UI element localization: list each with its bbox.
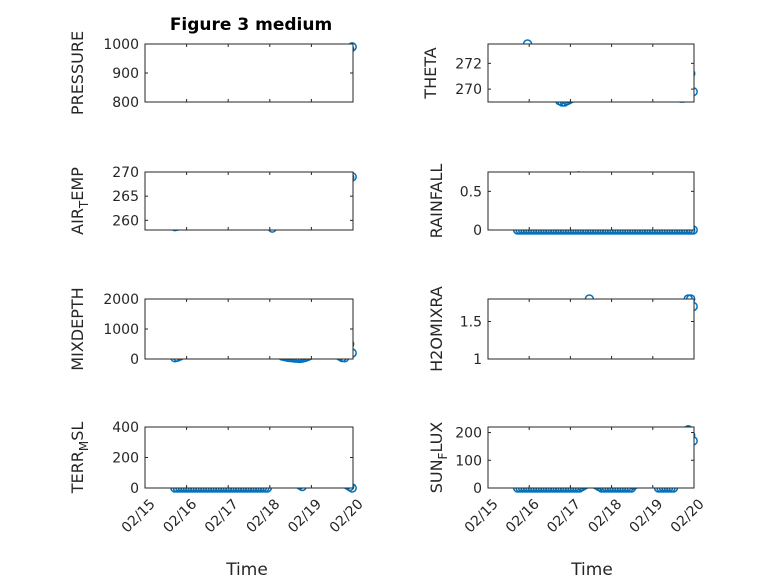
x-axis-label: Time (570, 560, 613, 580)
axes-box (487, 426, 695, 489)
y-tick-label: 1.5 (460, 315, 482, 331)
y-axis-label: SUNFLUX (427, 422, 450, 494)
axes-rainfall: 0 0.5 RAINFALL (427, 164, 698, 239)
y-tick-label: 400 (112, 420, 139, 436)
y-axis-label: PRESSURE (68, 31, 87, 115)
axes-box (144, 171, 354, 231)
y-axis-label: THETA (421, 47, 440, 99)
axes-h2omixra: 1 1.5 H2OMIXRA (427, 286, 698, 372)
y-axis-label: RAINFALL (427, 164, 446, 239)
axes-air-temp: 260 265 270 AIRTEMP (68, 165, 357, 235)
figure-title: Figure 3 medium (170, 15, 332, 35)
axes-mixdepth: 0 1000 2000 MIXDEPTH (68, 287, 357, 371)
y-tick-label: 1000 (103, 37, 139, 53)
y-tick-label: 2000 (103, 292, 139, 308)
y-tick-label: 270 (112, 165, 139, 181)
y-axis-label: AIRTEMP (68, 167, 91, 235)
y-tick-label: 265 (112, 189, 139, 205)
axes-box (144, 43, 354, 103)
y-tick-label: 0 (130, 481, 139, 497)
y-tick-label: 1000 (103, 322, 139, 338)
y-tick-label: 800 (112, 95, 139, 111)
x-axis-label: Time (225, 560, 268, 580)
y-tick-label: 200 (112, 451, 139, 467)
axes-box (487, 298, 695, 360)
y-tick-label: 0 (130, 352, 139, 368)
y-tick-label: 272 (455, 56, 482, 72)
y-axis-label: H2OMIXRA (427, 286, 446, 372)
y-tick-label: 260 (112, 213, 139, 229)
y-tick-label: 0.5 (460, 184, 482, 200)
y-tick-label: 270 (455, 82, 482, 98)
y-axis-label: TERRMSL (68, 422, 91, 495)
axes-theta: 270 272 THETA (421, 39, 698, 107)
y-tick-label: 0 (473, 223, 482, 239)
y-tick-label: 1 (473, 352, 482, 368)
axes-box (487, 171, 695, 231)
y-tick-label: 100 (455, 453, 482, 469)
axes-box (144, 298, 354, 360)
y-tick-label: 0 (473, 481, 482, 497)
y-axis-label: MIXDEPTH (68, 287, 87, 370)
y-tick-label: 200 (455, 426, 482, 442)
axes-pressure: 800 900 1000 PRESSURE (68, 31, 357, 115)
axes-box (487, 43, 695, 103)
axes-box (144, 426, 354, 489)
y-tick-label: 900 (112, 66, 139, 82)
